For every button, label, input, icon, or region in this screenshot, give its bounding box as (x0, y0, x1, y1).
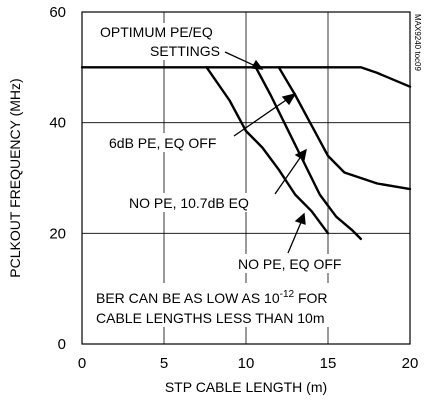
arrow-six-db (233, 97, 290, 137)
series-line-2 (277, 66, 412, 191)
y-tick-label: 0 (58, 336, 66, 353)
arrow-no-pe-off (287, 219, 303, 254)
series-line-3 (205, 66, 330, 235)
y-tick-label: 20 (49, 225, 66, 242)
y-tick-labels: 0 20 40 60 (49, 4, 66, 353)
arrowhead-no-pe-eq (294, 148, 307, 162)
x-tick-label: 20 (402, 355, 419, 372)
x-tick-labels: 0 5 10 15 20 (78, 355, 419, 372)
annotation-ber-line1: BER CAN BE AS LOW AS 10-12 FOR (96, 289, 328, 306)
annotation-no-pe-off: NO PE, EQ OFF (238, 256, 341, 272)
x-axis-label: STP CABLE LENGTH (m) (165, 379, 327, 395)
x-tick-label: 0 (78, 355, 86, 372)
x-tick-label: 10 (238, 355, 255, 372)
x-tick-label: 15 (320, 355, 337, 372)
series-lines (80, 66, 412, 241)
y-axis-label: PCLKOUT FREQUENCY (MHz) (7, 78, 23, 277)
arrow-no-pe-eq (274, 154, 303, 195)
annotation-six-db: 6dB PE, EQ OFF (109, 135, 216, 151)
series-line-4 (254, 66, 362, 241)
y-tick-label: 40 (49, 115, 66, 132)
ber-exponent: -12 (280, 289, 295, 300)
arrowhead-six-db (281, 92, 297, 106)
annotation-ber-line2: CABLE LENGTHS LESS THAN 10m (96, 310, 324, 326)
annotation-optimum-line1: OPTIMUM PE/EQ (100, 24, 213, 40)
y-tick-label: 60 (49, 4, 66, 21)
annotation-optimum-line2: SETTINGS (150, 43, 220, 59)
x-tick-label: 5 (160, 355, 168, 372)
series-line-1 (80, 66, 412, 88)
arrowhead-optimum (250, 59, 264, 70)
part-id: MAX9240 toc09 (413, 14, 422, 71)
annotation-no-pe-eq: NO PE, 10.7dB EQ (129, 195, 249, 211)
arrowhead-no-pe-off (294, 212, 306, 225)
arrows (224, 51, 307, 254)
